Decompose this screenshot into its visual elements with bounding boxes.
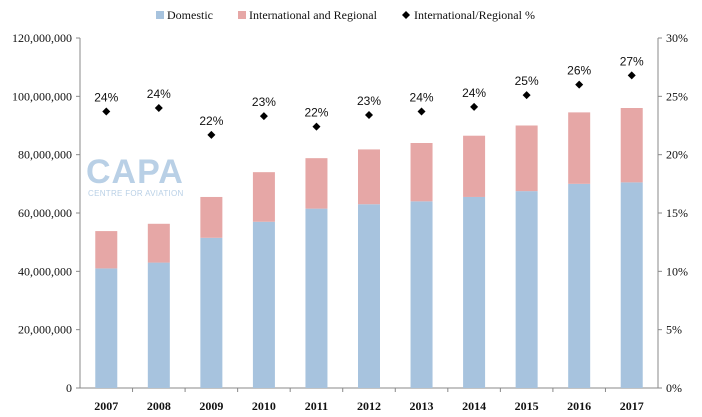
- y2-tick-label: 5%: [666, 323, 682, 337]
- bar-domestic: [252, 221, 275, 388]
- percent-marker: [470, 102, 479, 111]
- y2-tick-label: 25%: [666, 89, 688, 103]
- x-tick-label: 2008: [147, 399, 171, 413]
- y2-tick-label: 30%: [666, 31, 688, 45]
- bar-domestic: [463, 196, 486, 388]
- axes: 0 20,000,000 40,000,000 60,000,000 80,000,00…: [12, 31, 688, 413]
- bar-international-regional: [358, 149, 380, 205]
- bar-international-regional: [620, 108, 643, 183]
- percent-data-label: 24%: [410, 91, 434, 105]
- bar-domestic: [95, 268, 118, 388]
- percent-data-label: 25%: [515, 74, 539, 88]
- capa-watermark: CAPA CENTRE FOR AVIATION: [86, 153, 184, 198]
- x-tick-label: 2016: [567, 399, 591, 413]
- y-tick-label: 100,000,000: [12, 89, 72, 103]
- bar-international-regional: [305, 158, 328, 209]
- bar-domestic: [200, 237, 223, 388]
- bar-international-regional: [252, 172, 275, 222]
- y2-tick-label: 10%: [666, 264, 688, 278]
- percent-marker: [627, 71, 636, 80]
- x-tick-label: 2012: [357, 399, 381, 413]
- y-tick-label: 20,000,000: [18, 323, 72, 337]
- percent-marker: [575, 80, 584, 89]
- bar-international-regional: [568, 112, 591, 184]
- x-tick-label: 2009: [199, 399, 223, 413]
- y2-tick-label: 15%: [666, 206, 688, 220]
- legend-marker-pct: [402, 11, 410, 19]
- bar-domestic: [147, 262, 170, 388]
- bar-international-regional: [410, 143, 433, 202]
- bars: [95, 108, 643, 388]
- percent-marker: [312, 122, 321, 131]
- percent-marker: [154, 104, 163, 112]
- percent-data-label: 23%: [252, 95, 276, 109]
- x-tick-label: 2015: [515, 399, 539, 413]
- percent-data-label: 24%: [462, 86, 486, 100]
- y2-tick-label: 20%: [666, 148, 688, 162]
- legend-swatch-domestic: [156, 11, 164, 19]
- percent-data-label: 27%: [620, 54, 644, 68]
- legend-label-domestic: Domestic: [167, 8, 213, 22]
- y-tick-label: 60,000,000: [18, 206, 72, 220]
- legend-swatch-intl: [238, 11, 246, 19]
- bar-domestic: [620, 182, 643, 388]
- percent-marker: [259, 112, 268, 121]
- bar-international-regional: [147, 223, 170, 263]
- legend-label-intl: International and Regional: [249, 8, 378, 22]
- y2-tick-label: 0%: [666, 381, 682, 395]
- percent-marker: [417, 107, 426, 116]
- percent-data-label: 22%: [304, 106, 328, 120]
- y-tick-label: 120,000,000: [12, 31, 72, 45]
- percent-data-label: 23%: [357, 94, 381, 108]
- x-tick-label: 2014: [462, 399, 486, 413]
- bar-international-regional: [95, 231, 118, 269]
- bar-domestic: [305, 208, 328, 388]
- percent-data-label: 24%: [147, 87, 171, 101]
- x-tick-label: 2013: [410, 399, 434, 413]
- bar-international-regional: [463, 135, 486, 197]
- y-tick-label: 80,000,000: [18, 148, 72, 162]
- bar-international-regional: [515, 125, 538, 192]
- watermark-main: CAPA: [86, 153, 184, 191]
- x-tick-label: 2011: [305, 399, 328, 413]
- x-tick-label: 2007: [94, 399, 118, 413]
- y-tick-label: 40,000,000: [18, 264, 72, 278]
- bar-domestic: [515, 191, 538, 388]
- bar-domestic: [410, 201, 433, 388]
- y-tick-label: 0: [66, 381, 72, 395]
- percent-marker: [365, 111, 373, 119]
- percent-marker: [102, 107, 111, 116]
- bar-domestic: [358, 204, 380, 388]
- percent-data-label: 26%: [567, 64, 591, 78]
- watermark-sub: CENTRE FOR AVIATION: [88, 189, 184, 198]
- percent-marker: [522, 91, 531, 100]
- x-tick-label: 2017: [620, 399, 644, 413]
- legend: Domestic International and Regional Inte…: [156, 8, 535, 22]
- bar-international-regional: [200, 196, 223, 238]
- percent-points: 24% 24% 22% 23% 22% 23% 24% 24% 25% 26% 27%: [94, 54, 644, 139]
- percent-marker: [207, 130, 216, 139]
- percent-data-label: 22%: [199, 114, 223, 128]
- legend-label-pct: International/Regional %: [414, 8, 535, 22]
- bar-domestic: [568, 183, 591, 388]
- x-tick-label: 2010: [252, 399, 276, 413]
- percent-data-label: 24%: [94, 91, 118, 105]
